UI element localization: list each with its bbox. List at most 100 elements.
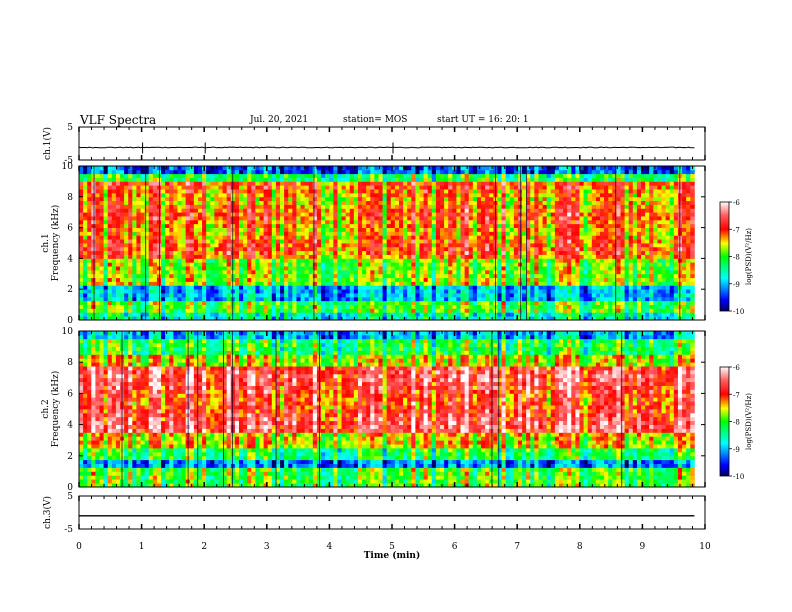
spectrogram-cell <box>444 196 449 202</box>
spectrogram-cell <box>161 223 166 228</box>
spectrogram-cell <box>181 281 187 286</box>
spectrogram-cell <box>411 212 416 217</box>
spectrogram-cell <box>255 281 260 286</box>
spectrogram-cell <box>271 208 277 213</box>
spectrogram-cell <box>563 216 568 221</box>
spectrogram-cell <box>296 250 301 255</box>
spectrogram-cell <box>558 204 564 209</box>
spectrogram-cell <box>390 289 396 294</box>
spectrogram-cell <box>144 239 150 244</box>
spectrogram-cell <box>349 273 355 279</box>
spectrogram-cell <box>366 219 371 225</box>
spectrogram-cell <box>489 219 494 225</box>
spectrogram-cell <box>550 258 556 263</box>
spectrogram-cell <box>390 192 396 198</box>
spectrogram-cell <box>476 208 482 213</box>
spectrogram-cell <box>460 296 466 302</box>
spectrogram-cell <box>312 243 318 248</box>
spectrogram-cell <box>440 285 445 290</box>
spectrogram-cell <box>255 316 260 321</box>
spectrogram-cell <box>362 296 367 302</box>
spectrogram-cell <box>378 246 383 252</box>
spectrogram-cell <box>111 304 117 309</box>
spectrogram-cell <box>563 208 568 213</box>
spectrogram-cell <box>341 177 347 182</box>
spectrogram-cell <box>382 200 388 205</box>
spectrogram-cell <box>489 200 494 205</box>
spectrogram-cell <box>513 312 519 317</box>
spectrogram-cell <box>497 254 502 259</box>
spectrogram-cell <box>202 250 207 255</box>
spectrogram-cell <box>214 273 219 279</box>
spectrogram-cell <box>337 219 342 225</box>
spectrogram-cell <box>144 216 150 221</box>
spectrogram-cell <box>333 166 338 171</box>
spectrogram-cell <box>460 231 466 236</box>
spectrogram-cell <box>522 266 527 271</box>
spectrogram-cell <box>571 250 576 255</box>
spectrogram-cell <box>275 273 281 279</box>
spectrogram-cell <box>431 227 437 232</box>
spectrogram-cell <box>132 200 137 205</box>
spectrogram-cell <box>251 300 256 305</box>
spectrogram-cell <box>325 204 330 209</box>
spectrogram-cell <box>308 192 314 198</box>
spectrogram-cell <box>234 204 240 209</box>
spectrogram-cell <box>370 231 375 236</box>
spectrogram-cell <box>103 285 109 290</box>
spectrogram-cell <box>542 216 548 221</box>
spectrogram-cell <box>517 177 523 182</box>
spectrogram-cell <box>349 231 355 236</box>
spectrogram-cell <box>238 192 244 198</box>
spectrogram-cell <box>554 296 560 302</box>
spectrogram-cell <box>415 185 420 190</box>
spectrogram-cell <box>128 304 133 309</box>
spectrogram-cell <box>411 293 416 298</box>
spectrogram-cell <box>538 285 543 290</box>
spectrogram-cell <box>193 196 199 202</box>
spectrogram-cell <box>251 266 256 271</box>
spectrogram-cell <box>554 269 560 275</box>
spectrogram-cell <box>161 189 166 194</box>
spectrogram-cell <box>95 300 100 305</box>
spectrogram-cell <box>251 262 256 267</box>
spectrogram-cell <box>403 300 408 305</box>
spectrogram-cell <box>79 246 84 252</box>
spectrogram-cell <box>288 316 293 321</box>
spectrogram-cell <box>222 177 228 182</box>
spectrogram-cell <box>353 266 359 271</box>
spectrogram-cell <box>563 273 568 279</box>
spectrogram-cell <box>509 304 515 309</box>
spectrogram-cell <box>534 296 539 302</box>
spectrogram-cell <box>419 196 424 202</box>
spectrogram-cell <box>497 166 502 171</box>
spectrogram-cell <box>243 304 248 309</box>
spectrogram-cell <box>542 277 548 282</box>
spectrogram-cell <box>144 181 150 186</box>
spectrogram-cell <box>115 192 121 198</box>
spectrogram-cell <box>247 189 252 194</box>
spectrogram-cell <box>546 216 552 221</box>
spectrogram-cell <box>280 308 285 313</box>
spectrogram-cell <box>374 196 379 202</box>
spectrogram-cell <box>316 231 322 236</box>
spectrogram-cell <box>173 312 178 317</box>
spectrogram-cell <box>136 169 141 175</box>
spectrogram-cell <box>177 169 182 175</box>
spectrogram-cell <box>148 204 154 209</box>
spectrogram-cell <box>308 219 314 225</box>
spectrogram-cell <box>362 235 367 240</box>
spectrogram-cell <box>263 219 269 225</box>
spectrogram-cell <box>370 189 375 194</box>
spectrogram-cell <box>111 273 117 279</box>
spectrogram-cell <box>316 196 322 202</box>
spectrogram-cell <box>517 166 523 171</box>
spectrogram-cell <box>513 231 519 236</box>
spectrogram-cell <box>341 300 347 305</box>
spectrogram-cell <box>349 223 355 228</box>
spectrogram-cell <box>284 273 289 279</box>
spectrogram-cell <box>423 262 429 267</box>
spectrogram-cell <box>378 219 383 225</box>
spectrogram-cell <box>509 246 515 252</box>
spectrogram-cell <box>550 185 556 190</box>
